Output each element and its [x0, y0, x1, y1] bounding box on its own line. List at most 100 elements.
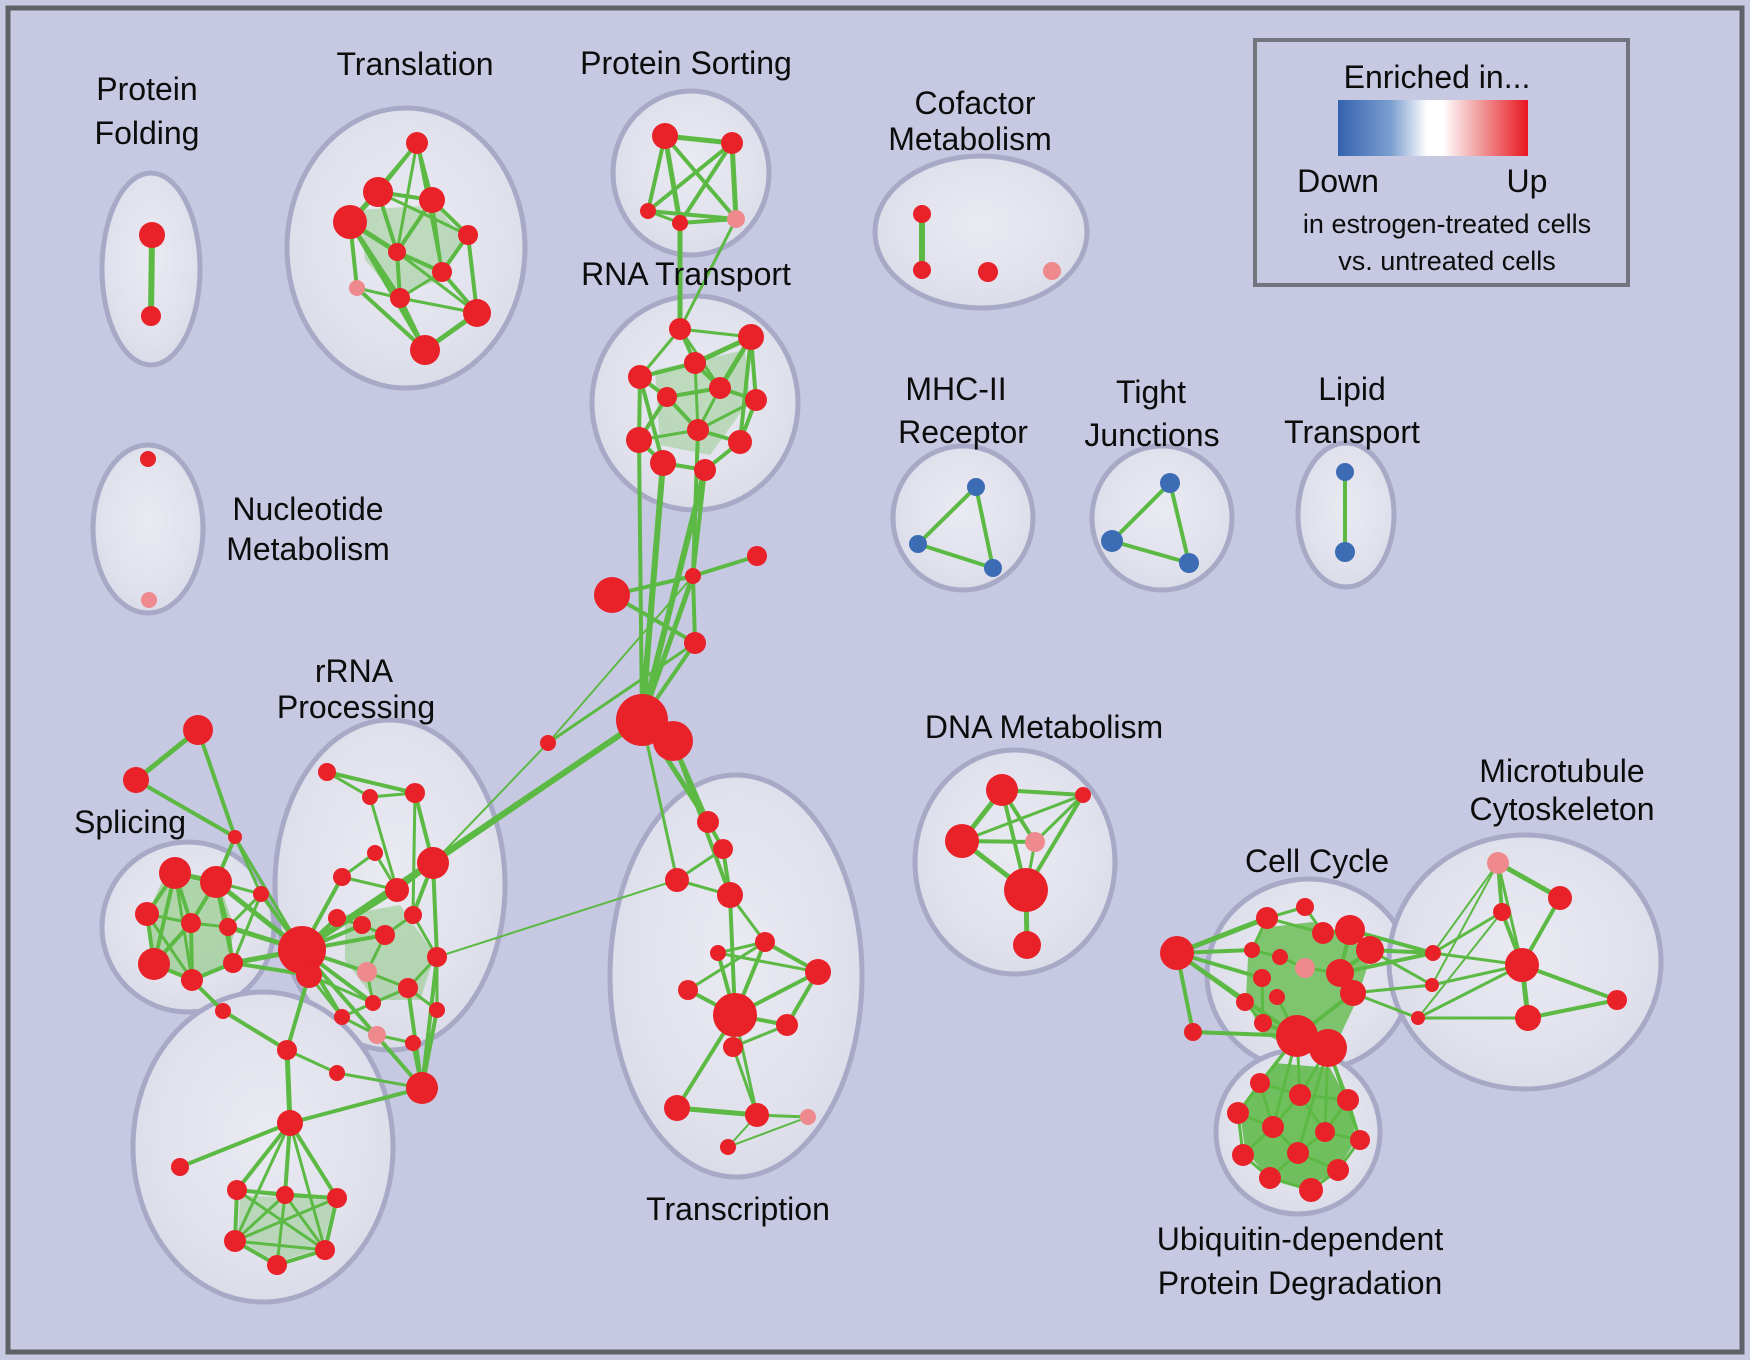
network-edge: [288, 1122, 327, 1251]
network-edge: [1339, 951, 1434, 975]
network-edge: [687, 940, 766, 992]
network-node-tc4: [717, 882, 743, 908]
network-edge: [288, 1121, 339, 1200]
network-node-rr2: [362, 789, 378, 805]
network-node-rr20: [406, 1072, 438, 1104]
network-node-tn3: [227, 1180, 247, 1200]
cluster-label-rrna-processing-line2: Processing: [277, 689, 435, 725]
network-edge: [233, 1193, 287, 1243]
network-node-rt1: [669, 318, 691, 340]
network-node-rt2: [738, 324, 764, 350]
network-node-sp8: [181, 969, 203, 991]
network-node-cc15: [1184, 1023, 1202, 1041]
network-node-tr2: [363, 177, 393, 207]
network-node-ub4: [1227, 1102, 1249, 1124]
network-edge: [1033, 793, 1085, 844]
network-node-tc12: [664, 1095, 690, 1121]
network-node-cc4: [1335, 915, 1365, 945]
network-node-ub2: [1289, 1084, 1311, 1106]
cluster-ellipse-nucleotide-metabolism: [90, 442, 206, 616]
network-edge: [547, 641, 696, 745]
network-edge: [1168, 482, 1191, 564]
cluster-label-splicing: Splicing: [74, 804, 186, 840]
network-edge: [235, 1121, 292, 1192]
network-edge: [436, 879, 678, 958]
network-node-dn5: [1004, 868, 1048, 912]
network-node-cc2: [1296, 898, 1314, 916]
cluster-label-translation: Translation: [336, 46, 493, 82]
network-edge: [1417, 911, 1503, 1019]
network-edge: [646, 141, 734, 213]
network-node-sp1: [159, 857, 191, 889]
network-edge: [637, 439, 644, 721]
network-node-tj2: [1101, 530, 1123, 552]
network-node-tr10: [463, 299, 491, 327]
network-edge: [411, 792, 417, 916]
legend-down-label: Down: [1297, 163, 1379, 199]
network-node-sp10: [215, 1003, 231, 1019]
cluster-label-cofactor-metabolism-line1: Cofactor: [915, 85, 1036, 121]
network-edge: [234, 1196, 338, 1243]
network-node-tr9: [390, 288, 410, 308]
network-edge: [692, 554, 758, 578]
network-node-rr15: [427, 947, 447, 967]
network-edge: [1175, 951, 1299, 1038]
network-node-rt12: [694, 459, 716, 481]
network-node-ub12: [1299, 1178, 1323, 1202]
network-node-cc5: [1356, 936, 1384, 964]
network-edge: [135, 778, 236, 839]
cluster-label-protein-folding-line1: Protein: [96, 71, 197, 107]
network-edge: [233, 1122, 292, 1242]
network-edge: [717, 951, 819, 974]
network-node-lt2: [1335, 542, 1355, 562]
network-node-cf3: [978, 262, 998, 282]
network-edge: [640, 719, 679, 881]
network-edge: [396, 250, 478, 315]
network-node-sp3: [135, 902, 159, 926]
network-node-rr5: [333, 868, 351, 886]
network-node-dn3: [945, 824, 979, 858]
cluster-label-mhc-ii-receptor-line1: MHC-II: [905, 371, 1006, 407]
network-edge: [679, 217, 737, 225]
network-node-ub8: [1232, 1144, 1254, 1166]
network-edge: [231, 893, 263, 964]
cluster-label-protein-folding-line2: Folding: [95, 115, 200, 151]
network-node-rr12: [357, 962, 377, 982]
network-node-hb2: [296, 962, 322, 988]
network-node-rr13: [398, 978, 418, 998]
network-node-mh1: [967, 478, 985, 496]
network-node-mt2: [1548, 886, 1572, 910]
network-node-rr14: [365, 995, 381, 1011]
network-edge: [731, 1046, 759, 1116]
network-node-ub7: [1350, 1130, 1370, 1150]
cluster-ellipse-tight-junctions: [1089, 443, 1235, 593]
network-node-cf1: [913, 205, 931, 223]
network-node-pf1: [139, 222, 165, 248]
cluster-label-dna-metabolism: DNA Metabolism: [925, 709, 1163, 745]
network-node-rr4: [367, 845, 383, 861]
network-edge: [678, 218, 738, 330]
cluster-label-nucleotide-metabolism-line2: Metabolism: [226, 531, 390, 567]
network-edge: [738, 336, 753, 443]
network-node-rr6: [385, 878, 409, 902]
network-node-mt6: [1607, 990, 1627, 1010]
network-node-rt7: [657, 387, 677, 407]
network-node-tj3: [1179, 553, 1199, 573]
network-node-rt5: [709, 377, 731, 399]
network-node-rr19: [405, 1035, 421, 1051]
network-node-mt4: [1505, 948, 1539, 982]
cluster-label-rrna-processing-line1: rRNA: [315, 653, 394, 689]
network-node-cf4: [1043, 262, 1061, 280]
network-node-tc8: [678, 980, 698, 1000]
network-node-sp5: [219, 918, 237, 936]
network-node-cc14: [1254, 1014, 1272, 1032]
cluster-label-tight-junctions-line2: Junctions: [1084, 417, 1219, 453]
network-node-dn6: [1013, 931, 1041, 959]
network-edge: [693, 362, 700, 431]
cluster-label-cell-cycle: Cell Cycle: [1245, 843, 1389, 879]
network-edge: [1432, 862, 1499, 954]
network-edge: [275, 1194, 287, 1266]
network-node-rt9: [626, 427, 652, 453]
